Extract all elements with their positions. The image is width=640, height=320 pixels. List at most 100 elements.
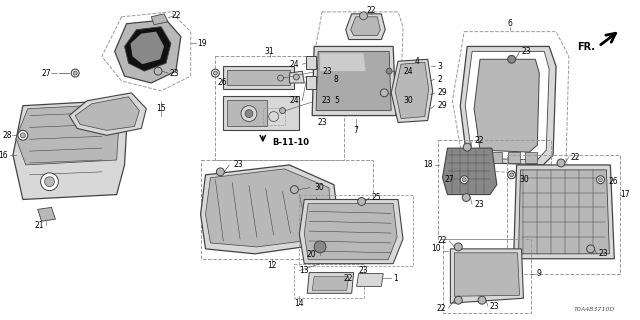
Text: 23: 23 [522, 47, 531, 56]
Text: 22: 22 [344, 274, 353, 283]
Polygon shape [223, 66, 294, 89]
Polygon shape [205, 169, 332, 247]
Circle shape [291, 186, 298, 194]
Polygon shape [514, 165, 614, 259]
Polygon shape [320, 53, 365, 71]
Text: 2: 2 [438, 75, 442, 84]
Polygon shape [223, 96, 300, 130]
Text: 4: 4 [415, 57, 420, 66]
Circle shape [18, 130, 28, 140]
Circle shape [462, 178, 466, 182]
Polygon shape [75, 97, 140, 130]
Circle shape [360, 12, 367, 20]
Polygon shape [306, 56, 316, 69]
Text: 15: 15 [156, 104, 166, 113]
Polygon shape [227, 100, 267, 126]
Text: 30: 30 [314, 183, 324, 192]
Circle shape [386, 68, 392, 74]
Text: 23: 23 [233, 160, 243, 169]
Text: 24: 24 [290, 96, 300, 105]
Polygon shape [351, 17, 380, 36]
Circle shape [269, 112, 278, 122]
Text: 23: 23 [321, 96, 331, 105]
Circle shape [20, 133, 26, 138]
Polygon shape [289, 71, 304, 83]
Polygon shape [460, 46, 556, 165]
Text: 28: 28 [3, 131, 12, 140]
Text: 25: 25 [371, 193, 381, 202]
Polygon shape [474, 59, 540, 152]
Bar [300, 195, 413, 266]
Circle shape [71, 69, 79, 77]
Polygon shape [356, 274, 383, 286]
Circle shape [154, 67, 162, 75]
Bar [263, 108, 285, 125]
Text: 7: 7 [353, 126, 358, 135]
Text: 19: 19 [198, 39, 207, 48]
Text: 23: 23 [317, 118, 327, 127]
Text: 29: 29 [438, 88, 447, 97]
Circle shape [216, 168, 224, 176]
Text: 6: 6 [508, 19, 512, 28]
Text: 23: 23 [322, 67, 332, 76]
Text: 24: 24 [403, 67, 413, 76]
Bar [507, 155, 620, 274]
Circle shape [587, 245, 595, 253]
Polygon shape [13, 101, 127, 199]
Polygon shape [454, 253, 520, 296]
Text: 14: 14 [294, 299, 304, 308]
Circle shape [454, 243, 462, 251]
Text: 26: 26 [609, 177, 618, 186]
Text: 22: 22 [438, 236, 447, 245]
Bar [200, 160, 373, 259]
Text: 10: 10 [431, 244, 440, 253]
Polygon shape [312, 46, 396, 116]
Polygon shape [316, 52, 391, 111]
Circle shape [40, 173, 58, 191]
Text: 31: 31 [265, 47, 275, 56]
Text: 27: 27 [445, 175, 454, 184]
Polygon shape [307, 273, 354, 293]
Circle shape [293, 74, 300, 80]
Polygon shape [115, 20, 181, 83]
Bar [442, 239, 531, 313]
Text: 22: 22 [171, 11, 180, 20]
Circle shape [460, 176, 468, 184]
Polygon shape [442, 148, 497, 195]
Circle shape [508, 171, 516, 179]
Circle shape [213, 71, 218, 75]
Circle shape [380, 89, 388, 97]
Text: 18: 18 [423, 160, 433, 169]
Circle shape [211, 69, 220, 77]
Text: 5: 5 [334, 96, 339, 105]
Text: 22: 22 [437, 304, 447, 313]
Polygon shape [304, 204, 397, 260]
Text: 27: 27 [42, 68, 51, 78]
Text: 29: 29 [438, 101, 447, 110]
Text: 3: 3 [438, 62, 442, 71]
Circle shape [462, 194, 470, 202]
Text: 17: 17 [620, 190, 630, 199]
Circle shape [45, 177, 54, 187]
Text: 22: 22 [474, 136, 484, 145]
Bar [216, 56, 344, 160]
Circle shape [598, 178, 602, 182]
Polygon shape [16, 105, 118, 165]
Text: 21: 21 [35, 221, 44, 230]
Polygon shape [131, 32, 164, 64]
Polygon shape [451, 249, 524, 303]
Polygon shape [200, 165, 339, 254]
Bar [294, 264, 364, 298]
Polygon shape [69, 93, 147, 135]
Polygon shape [395, 62, 429, 118]
Circle shape [557, 159, 565, 167]
Text: 12: 12 [267, 261, 276, 270]
Circle shape [278, 75, 284, 81]
Text: 23: 23 [474, 200, 484, 209]
Circle shape [314, 241, 326, 253]
Polygon shape [525, 152, 538, 163]
Circle shape [241, 106, 257, 122]
Text: 26: 26 [218, 78, 227, 87]
Text: 8: 8 [334, 75, 339, 84]
Polygon shape [306, 76, 316, 89]
